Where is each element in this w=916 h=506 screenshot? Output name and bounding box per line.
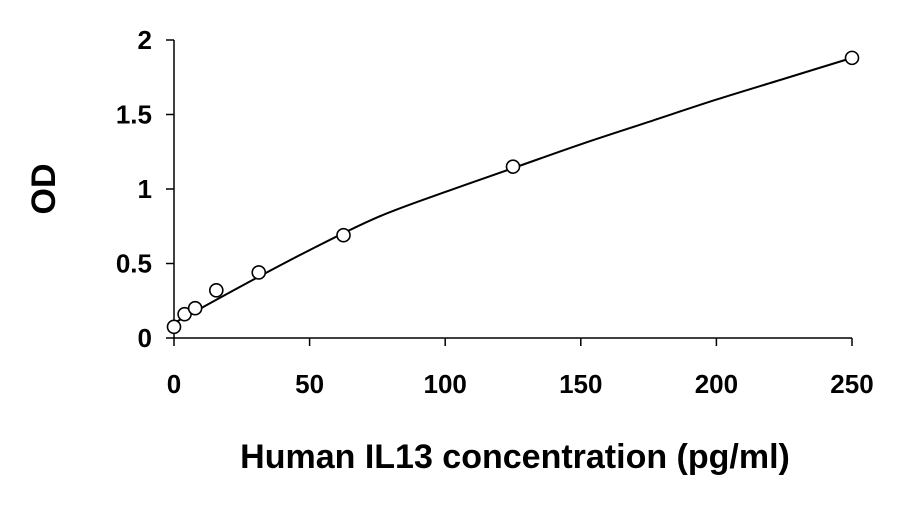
x-tick-label: 0 bbox=[167, 369, 181, 399]
y-ticks: 0 0.5 1 1.5 2 bbox=[116, 25, 174, 353]
data-point bbox=[505, 159, 521, 174]
x-tick-label: 150 bbox=[559, 369, 602, 399]
x-tick-label: 250 bbox=[830, 369, 873, 399]
y-tick-label: 0 bbox=[138, 323, 152, 353]
y-tick-label: 2 bbox=[138, 25, 152, 55]
y-axis-title: OD bbox=[25, 164, 63, 215]
data-point bbox=[251, 265, 267, 280]
y-tick-label: 1.5 bbox=[116, 100, 152, 130]
x-axis-title: Human IL13 concentration (pg/ml) bbox=[240, 438, 790, 476]
data-points bbox=[166, 50, 860, 335]
x-ticks: 0 50 100 150 200 250 bbox=[167, 338, 874, 399]
x-tick-label: 50 bbox=[295, 369, 324, 399]
data-point bbox=[336, 227, 351, 243]
axes bbox=[173, 40, 852, 339]
data-point bbox=[844, 50, 860, 66]
data-point bbox=[187, 300, 203, 316]
y-tick-label: 1 bbox=[138, 174, 152, 204]
x-tick-label: 200 bbox=[695, 369, 738, 399]
y-tick-label: 0.5 bbox=[116, 249, 152, 279]
data-point bbox=[209, 283, 224, 298]
fit-curve bbox=[173, 56, 853, 324]
x-tick-label: 100 bbox=[424, 369, 467, 399]
data-point bbox=[166, 319, 182, 335]
